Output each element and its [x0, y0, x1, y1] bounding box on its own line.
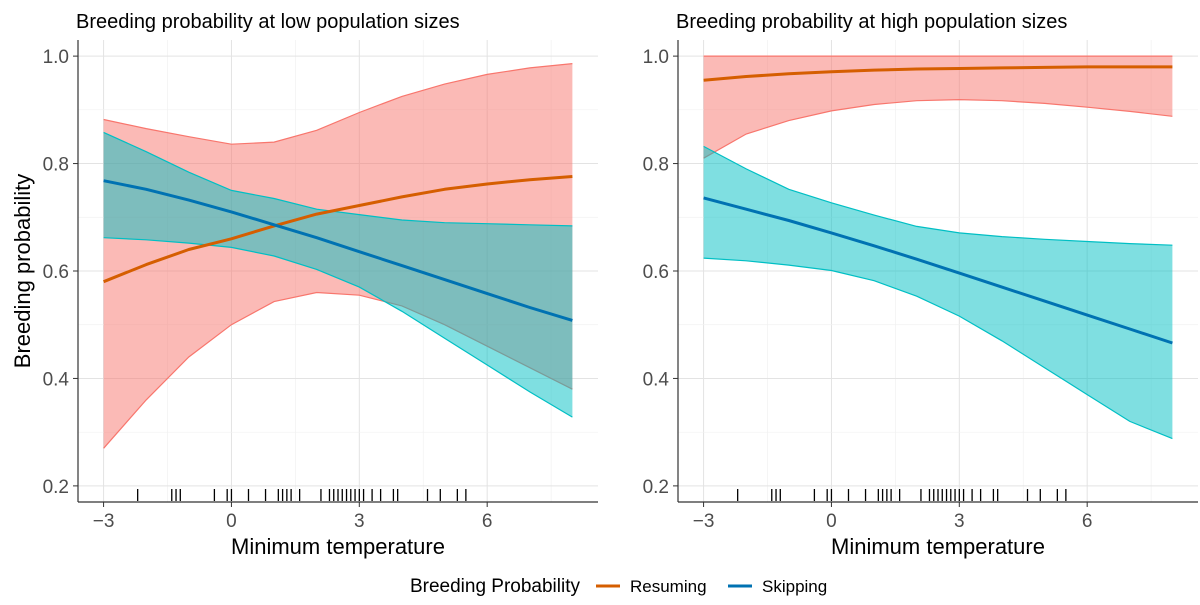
legend-title: Breeding Probability	[410, 576, 581, 597]
y-tick-label: 0.6	[43, 262, 69, 283]
y-axis-label: Breeding probability	[10, 174, 35, 368]
ribbon-upper-edge-skipping	[703, 145, 1173, 246]
x-tick-label: 3	[954, 511, 965, 532]
ribbon-lower-edge-resuming	[703, 98, 1173, 159]
y-tick-label: 0.6	[643, 262, 669, 283]
panel-title: Breeding probability at low population s…	[76, 11, 460, 33]
panel-2: 0.2 0.4 0.6 0.8 1.0 −3 0 3 6 Minimum temperature B…	[643, 11, 1198, 559]
ribbon-upper-edge-skipping	[103, 131, 573, 227]
y-tick-label: 0.4	[43, 369, 70, 390]
ribbon-resuming	[703, 56, 1173, 159]
ribbon-upper-edge-resuming	[103, 63, 573, 145]
x-axis-label: Minimum temperature	[831, 534, 1045, 559]
y-tick-label: 0.8	[43, 155, 69, 176]
ribbon-lower-edge-skipping	[103, 237, 573, 418]
ribbon-skipping	[703, 146, 1173, 439]
panel-1: 0.2 0.4 0.6 0.8 1.0 −3 0 3 6 Minimum temperature B…	[10, 11, 598, 559]
line-resuming	[103, 175, 573, 284]
x-tick-label: 0	[826, 511, 837, 532]
x-tick-label: 6	[1082, 511, 1093, 532]
x-tick-label: 3	[354, 511, 365, 532]
rug	[137, 489, 467, 501]
y-tick-label: 1.0	[643, 47, 669, 68]
y-tick-label: 0.4	[643, 369, 670, 390]
x-tick-label: 0	[226, 511, 237, 532]
line-skipping	[703, 196, 1173, 345]
ribbon-skipping	[103, 132, 573, 418]
y-tick-label: 0.2	[43, 477, 69, 498]
y-tick-label: 0.2	[643, 477, 669, 498]
y-tick-label: 0.8	[643, 155, 669, 176]
x-tick-label: 6	[482, 511, 493, 532]
x-axis-label: Minimum temperature	[231, 534, 445, 559]
legend-label-resuming: Resuming	[630, 577, 707, 596]
x-tick-label: −3	[93, 511, 115, 532]
line-resuming	[703, 65, 1173, 82]
x-tick-label: −3	[693, 511, 715, 532]
legend-label-skipping: Skipping	[762, 577, 827, 596]
line-skipping	[103, 179, 573, 322]
y-tick-label: 1.0	[43, 47, 69, 68]
legend: Breeding Probability Resuming Skipping	[410, 576, 827, 597]
ribbon-lower-edge-skipping	[703, 257, 1173, 440]
rug	[737, 489, 1067, 501]
panel-title: Breeding probability at high population …	[676, 11, 1067, 33]
